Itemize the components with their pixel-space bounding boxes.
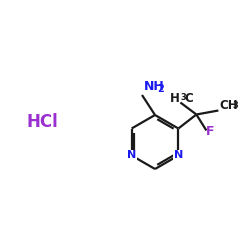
Text: 2: 2 bbox=[158, 84, 164, 94]
Text: 3: 3 bbox=[232, 100, 238, 110]
Text: H: H bbox=[170, 92, 179, 105]
Text: C: C bbox=[184, 92, 193, 105]
Text: 3: 3 bbox=[181, 92, 187, 102]
Text: NH: NH bbox=[144, 80, 165, 92]
Text: F: F bbox=[206, 125, 215, 138]
Text: HCl: HCl bbox=[26, 113, 58, 131]
Text: N: N bbox=[127, 150, 136, 160]
Text: N: N bbox=[174, 150, 183, 160]
Text: CH: CH bbox=[220, 99, 238, 112]
